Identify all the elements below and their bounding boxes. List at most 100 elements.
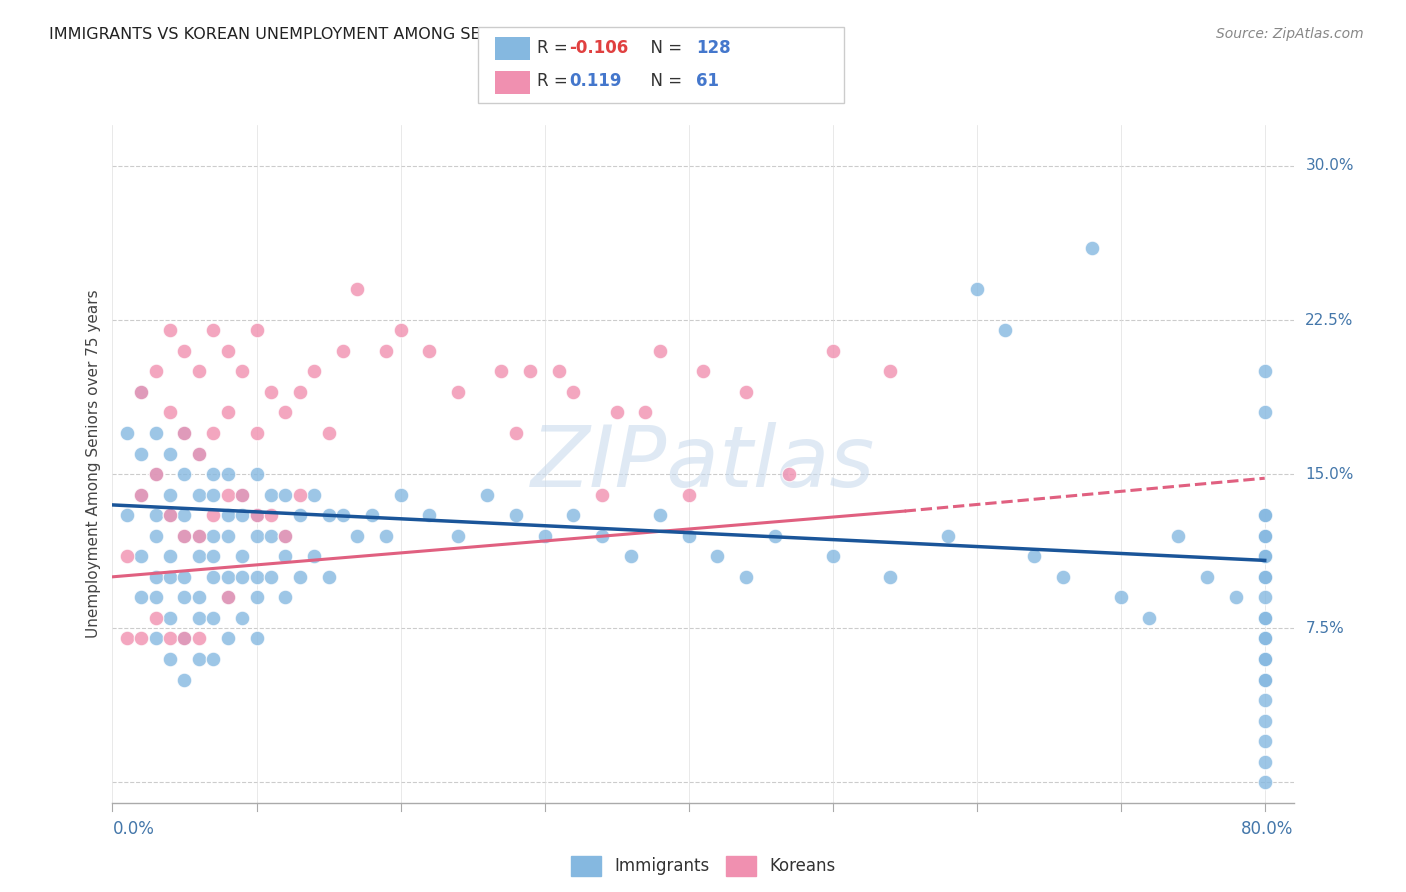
Point	[231, 611, 253, 625]
Point	[389, 488, 412, 502]
Point	[274, 529, 297, 543]
Point	[159, 508, 181, 523]
Point	[1167, 529, 1189, 543]
Point	[217, 632, 239, 646]
Point	[115, 632, 138, 646]
Point	[288, 570, 311, 584]
Text: N =: N =	[640, 39, 688, 57]
Point	[288, 488, 311, 502]
Point	[145, 570, 167, 584]
Point	[505, 425, 527, 440]
Point	[217, 570, 239, 584]
Point	[245, 508, 267, 523]
Point	[173, 632, 195, 646]
Point	[678, 488, 700, 502]
Point	[173, 425, 195, 440]
Point	[202, 611, 225, 625]
Point	[173, 529, 195, 543]
Point	[115, 425, 138, 440]
Point	[202, 323, 225, 337]
Point	[202, 570, 225, 584]
Point	[735, 570, 758, 584]
Point	[187, 632, 209, 646]
Point	[145, 425, 167, 440]
Point	[302, 488, 325, 502]
Point	[375, 343, 398, 358]
Point	[1254, 529, 1277, 543]
Point	[217, 488, 239, 502]
Point	[1254, 632, 1277, 646]
Point	[187, 591, 209, 605]
Point	[129, 384, 152, 399]
Point	[260, 488, 283, 502]
Point	[129, 591, 152, 605]
Point	[217, 343, 239, 358]
Point	[1254, 611, 1277, 625]
Point	[245, 508, 267, 523]
Point	[159, 405, 181, 419]
Text: N =: N =	[640, 72, 688, 90]
Point	[418, 508, 440, 523]
Point	[159, 549, 181, 564]
Point	[145, 611, 167, 625]
Point	[1254, 508, 1277, 523]
Text: 22.5%: 22.5%	[1305, 312, 1354, 327]
Text: 0.0%: 0.0%	[112, 820, 155, 838]
Point	[332, 508, 354, 523]
Point	[187, 529, 209, 543]
Point	[966, 282, 988, 296]
Point	[879, 364, 901, 378]
Point	[491, 364, 513, 378]
Point	[217, 591, 239, 605]
Point	[1254, 549, 1277, 564]
Point	[187, 652, 209, 666]
Point	[115, 549, 138, 564]
Point	[217, 591, 239, 605]
Point	[260, 384, 283, 399]
Point	[129, 384, 152, 399]
Point	[202, 425, 225, 440]
Point	[1254, 755, 1277, 769]
Text: ZIPatlas: ZIPatlas	[531, 422, 875, 506]
Point	[1254, 652, 1277, 666]
Point	[217, 529, 239, 543]
Text: 7.5%: 7.5%	[1305, 621, 1344, 636]
Point	[778, 467, 800, 482]
Point	[606, 405, 628, 419]
Point	[245, 632, 267, 646]
Text: 61: 61	[696, 72, 718, 90]
Point	[231, 570, 253, 584]
Point	[217, 467, 239, 482]
Point	[302, 549, 325, 564]
Point	[159, 611, 181, 625]
Point	[274, 405, 297, 419]
Point	[159, 570, 181, 584]
Point	[145, 508, 167, 523]
Point	[533, 529, 555, 543]
Point	[706, 549, 728, 564]
Point	[1254, 714, 1277, 728]
Text: 0.119: 0.119	[569, 72, 621, 90]
Point	[231, 508, 253, 523]
Point	[202, 652, 225, 666]
Point	[1254, 693, 1277, 707]
Text: -0.106: -0.106	[569, 39, 628, 57]
Text: IMMIGRANTS VS KOREAN UNEMPLOYMENT AMONG SENIORS OVER 75 YEARS CORRELATION CHART: IMMIGRANTS VS KOREAN UNEMPLOYMENT AMONG …	[49, 27, 842, 42]
Point	[159, 652, 181, 666]
Point	[360, 508, 382, 523]
Point	[994, 323, 1017, 337]
Point	[274, 591, 297, 605]
Text: 15.0%: 15.0%	[1305, 467, 1354, 482]
Point	[591, 488, 613, 502]
Point	[173, 591, 195, 605]
Point	[648, 508, 671, 523]
Point	[129, 488, 152, 502]
Point	[187, 549, 209, 564]
Point	[245, 529, 267, 543]
Point	[318, 570, 340, 584]
Point	[548, 364, 571, 378]
Point	[129, 446, 152, 460]
Point	[173, 632, 195, 646]
Point	[1254, 364, 1277, 378]
Point	[346, 282, 368, 296]
